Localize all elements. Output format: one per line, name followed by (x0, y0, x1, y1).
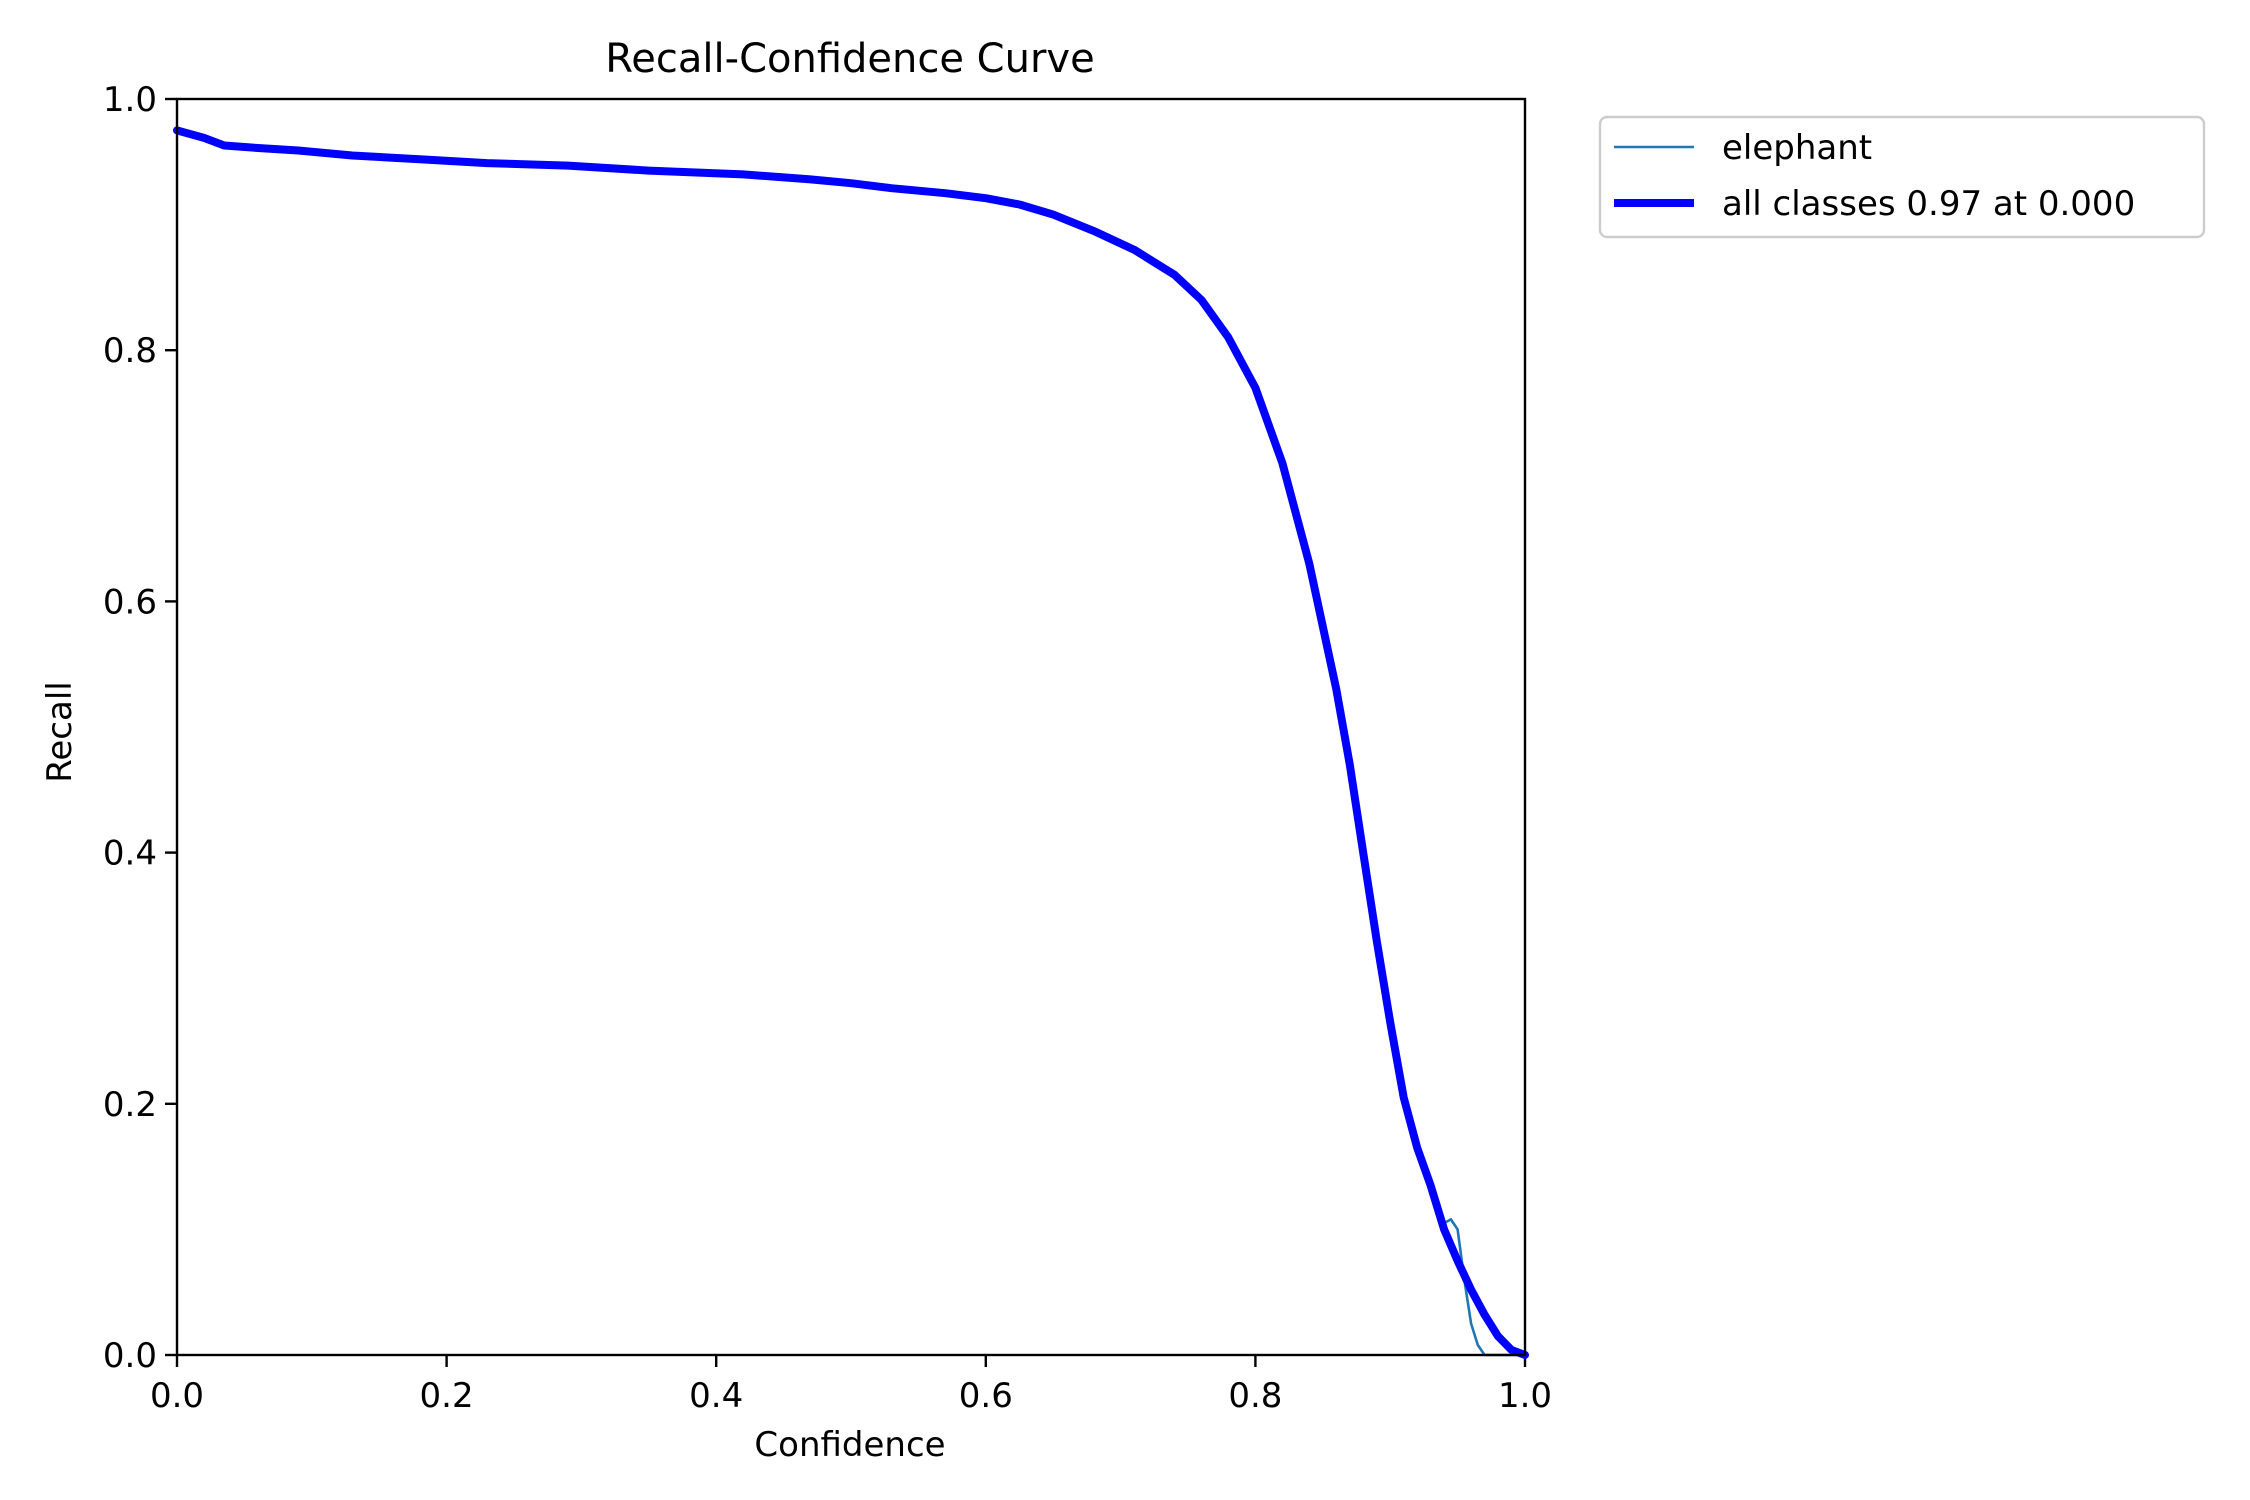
series-layer (173, 126, 1529, 1359)
chart-title: Recall-Confidence Curve (605, 36, 1094, 82)
x-tick-label: 0.2 (420, 1376, 474, 1416)
legend: elephant all classes 0.97 at 0.000 (1598, 115, 2206, 239)
y-tick-label: 1.0 (103, 80, 157, 120)
x-axis-ticks: 0.0 0.2 0.4 0.6 0.8 1.0 (150, 1355, 1552, 1416)
y-tick-label: 0.4 (103, 834, 157, 874)
x-tick-label: 0.0 (150, 1376, 204, 1416)
plot-frame (175, 97, 1527, 1357)
x-tick-label: 0.6 (959, 1376, 1013, 1416)
y-axis-label: Recall (40, 681, 80, 782)
x-tick-label: 0.8 (1228, 1376, 1282, 1416)
y-tick-label: 0.8 (103, 331, 157, 371)
y-tick-label: 0.0 (103, 1336, 157, 1376)
y-tick-label: 0.2 (103, 1085, 157, 1125)
series-line-all-classes (173, 126, 1529, 1359)
y-axis-ticks: 0.0 0.2 0.4 0.6 0.8 1.0 (103, 80, 177, 1376)
legend-label: elephant (1722, 128, 1872, 168)
x-axis-label: Confidence (754, 1425, 945, 1465)
x-tick-label: 0.4 (689, 1376, 743, 1416)
x-tick-label: 1.0 (1498, 1376, 1552, 1416)
legend-label: all classes 0.97 at 0.000 (1722, 184, 2135, 224)
legend-box (1598, 115, 2206, 239)
y-tick-label: 0.6 (103, 582, 157, 622)
